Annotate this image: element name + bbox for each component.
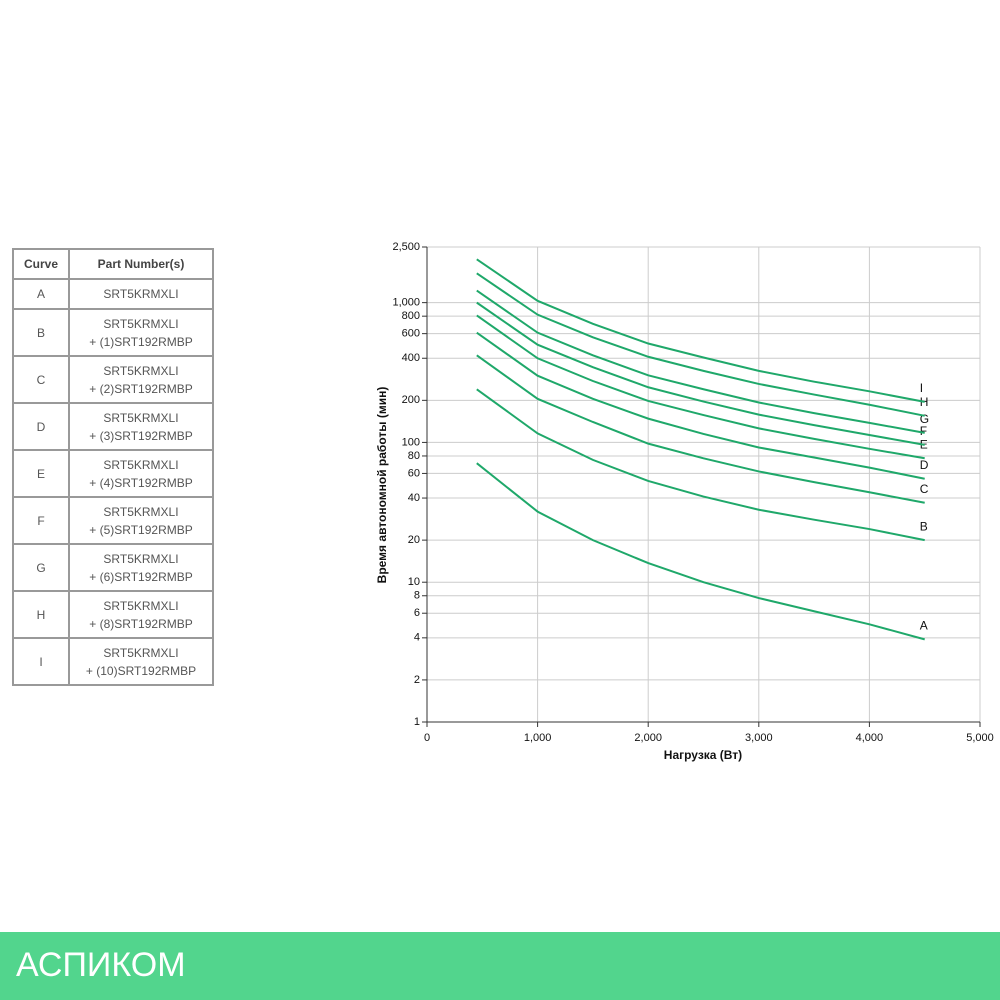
- y-tick-label: 400: [402, 352, 420, 364]
- curve-label: D: [920, 458, 929, 472]
- table-row: F SRT5KRMXLI + (5)SRT192RMBP: [12, 496, 214, 545]
- table-row: A SRT5KRMXLI: [12, 278, 214, 310]
- y-tick-label: 8: [414, 590, 420, 602]
- y-tick-label: 100: [402, 436, 420, 448]
- parts-table: Curve Part Number(s) A SRT5KRMXLI B SRT5KRM…: [12, 248, 214, 686]
- table-row: B SRT5KRMXLI + (1)SRT192RMBP: [12, 308, 214, 357]
- curve-cell: I: [12, 637, 70, 686]
- part-cell: SRT5KRMXLI: [68, 278, 214, 310]
- series-line: [476, 354, 925, 504]
- header-cell: Curve: [12, 248, 70, 280]
- y-tick-label: 1,000: [392, 297, 420, 309]
- table-row: H SRT5KRMXLI + (8)SRT192RMBP: [12, 590, 214, 639]
- series-line: [476, 301, 925, 446]
- curve-label: G: [920, 412, 929, 426]
- part-line: + (3)SRT192RMBP: [89, 428, 193, 443]
- x-axis-label: Нагрузка (Вт): [664, 748, 742, 762]
- curve-cell: A: [12, 278, 70, 310]
- series-line: [476, 272, 925, 417]
- x-tick-label: 1,000: [524, 732, 552, 744]
- x-tick-label: 5,000: [966, 732, 994, 744]
- series-line: [476, 331, 925, 480]
- curve-label: B: [920, 519, 928, 533]
- y-tick-label: 2: [414, 674, 420, 686]
- part-line: + (10)SRT192RMBP: [85, 663, 197, 678]
- header-cell: Part Number(s): [68, 248, 214, 280]
- part-cell: SRT5KRMXLI + (2)SRT192RMBP: [68, 355, 214, 404]
- curve-label: A: [920, 619, 928, 633]
- footer: АСПИКОМ: [0, 932, 1000, 1000]
- y-axis-label: Время автономной работы (мин): [375, 387, 389, 584]
- series-line: [476, 289, 925, 434]
- part-line: SRT5KRMXLI: [103, 598, 179, 613]
- part-cell: SRT5KRMXLI + (6)SRT192RMBP: [68, 543, 214, 592]
- x-tick-label: 2,000: [634, 732, 662, 744]
- header-row: Curve Part Number(s): [12, 248, 214, 280]
- curve-cell: C: [12, 355, 70, 404]
- chart: 1246810204060801002004006008001,0002,500…: [375, 241, 994, 762]
- part-line: SRT5KRMXLI: [103, 551, 179, 566]
- series-line: [476, 388, 925, 542]
- table-row: D SRT5KRMXLI + (3)SRT192RMBP: [12, 402, 214, 451]
- y-tick-label: 2,500: [392, 241, 420, 253]
- brand: АСПИКОМ: [16, 946, 186, 984]
- part-line: + (8)SRT192RMBP: [89, 616, 193, 631]
- curve-label: C: [920, 482, 929, 496]
- table-row: E SRT5KRMXLI + (4)SRT192RMBP: [12, 449, 214, 498]
- curve-cell: D: [12, 402, 70, 451]
- part-cell: SRT5KRMXLI + (1)SRT192RMBP: [68, 308, 214, 357]
- y-tick-label: 40: [408, 492, 420, 504]
- part-cell: SRT5KRMXLI + (8)SRT192RMBP: [68, 590, 214, 639]
- part-cell: SRT5KRMXLI + (4)SRT192RMBP: [68, 449, 214, 498]
- x-tick-label: 0: [424, 732, 430, 744]
- y-tick-label: 20: [408, 534, 420, 546]
- y-tick-label: 80: [408, 450, 420, 462]
- curve-cell: B: [12, 308, 70, 357]
- curve-label: I: [920, 381, 923, 395]
- table-row: I SRT5KRMXLI + (10)SRT192RMBP: [12, 637, 214, 686]
- part-line: SRT5KRMXLI: [103, 410, 179, 425]
- x-tick-label: 3,000: [745, 732, 773, 744]
- part-cell: SRT5KRMXLI + (3)SRT192RMBP: [68, 402, 214, 451]
- y-tick-label: 600: [402, 328, 420, 340]
- y-tick-label: 10: [408, 576, 420, 588]
- part-cell: SRT5KRMXLI + (5)SRT192RMBP: [68, 496, 214, 545]
- y-tick-label: 200: [402, 394, 420, 406]
- curve-cell: F: [12, 496, 70, 545]
- y-tick-label: 4: [414, 632, 420, 644]
- y-tick-label: 800: [402, 310, 420, 322]
- part-line: SRT5KRMXLI: [103, 363, 179, 378]
- table-row: C SRT5KRMXLI + (2)SRT192RMBP: [12, 355, 214, 404]
- part-line: SRT5KRMXLI: [103, 645, 179, 660]
- curve-label: F: [920, 424, 927, 438]
- part-line: + (4)SRT192RMBP: [89, 475, 193, 490]
- part-line: SRT5KRMXLI: [103, 316, 179, 331]
- part-line: + (1)SRT192RMBP: [89, 334, 193, 349]
- y-tick-label: 6: [414, 607, 420, 619]
- table-row: G SRT5KRMXLI + (6)SRT192RMBP: [12, 543, 214, 592]
- x-tick-label: 4,000: [856, 732, 884, 744]
- curve-cell: H: [12, 590, 70, 639]
- y-tick-label: 1: [414, 716, 420, 728]
- part-line: + (5)SRT192RMBP: [89, 522, 193, 537]
- part-line: SRT5KRMXLI: [103, 457, 179, 472]
- part-cell: SRT5KRMXLI + (10)SRT192RMBP: [68, 637, 214, 686]
- series-line: [476, 462, 925, 641]
- part-line: SRT5KRMXLI: [103, 287, 179, 301]
- part-line: SRT5KRMXLI: [103, 504, 179, 519]
- y-tick-label: 60: [408, 467, 420, 479]
- part-line: + (6)SRT192RMBP: [89, 569, 193, 584]
- series-line: [476, 258, 925, 403]
- series-line: [476, 314, 925, 460]
- part-line: + (2)SRT192RMBP: [89, 381, 193, 396]
- curve-cell: G: [12, 543, 70, 592]
- curve-cell: E: [12, 449, 70, 498]
